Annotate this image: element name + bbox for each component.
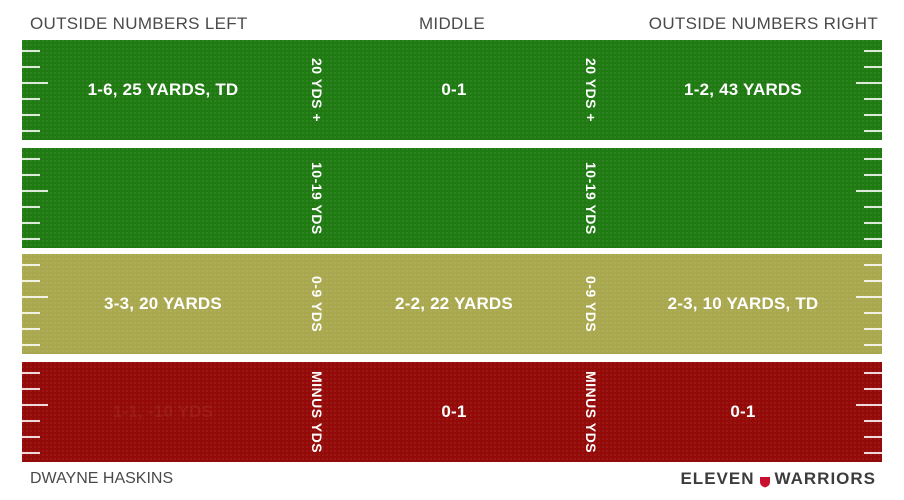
zone-label-right: 20 YDS + [578,40,604,140]
hash-mark [864,436,882,438]
hash-mark [22,264,40,266]
zone-label-right: 10-19 YDS [578,148,604,248]
hash-mark [22,66,40,68]
hash-mark [22,190,48,192]
brand-logo: ELEVEN WARRIORS [680,469,876,489]
header-outside-right: OUTSIDE NUMBERS RIGHT [648,14,878,33]
hash-mark [864,280,882,282]
hash-mark [22,114,40,116]
hash-mark [864,158,882,160]
zone-cell-right: 0-1 [730,402,756,421]
zone-row: 1-1, -10 YDS 0-1 0-1 MINUS YDS MINUS YDS [22,362,882,462]
hash-mark [22,420,40,422]
zone-cell-middle: 0-1 [441,80,467,99]
zone-cell-middle: 0-1 [441,402,467,421]
zone-cell-left [22,148,304,248]
zone-cell-left: 1-1, -10 YDS [112,402,214,421]
zone-cell-middle: 2-2, 22 YARDS [395,294,513,313]
zone-label-text: MINUS YDS [583,370,599,454]
hash-mark [22,130,40,132]
hash-mark [22,312,40,314]
hash-mark [864,238,882,240]
zone-cell-middle [330,148,578,248]
hash-mark [856,296,882,298]
hash-mark [22,344,40,346]
hash-mark [22,452,40,454]
zone-cell-left: 1-6, 25 YARDS, TD [87,80,239,99]
zone-cell-right [604,148,882,248]
hash-mark [864,98,882,100]
zone-row: 10-19 YDS 10-19 YDS [22,148,882,248]
zone-label-left: 10-19 YDS [304,148,330,248]
hash-mark [22,372,40,374]
hash-mark [864,344,882,346]
header-middle: MIDDLE [418,14,486,33]
hash-mark [864,372,882,374]
zone-label-text: 0-9 YDS [309,275,325,333]
hash-mark [864,264,882,266]
hash-mark [22,174,40,176]
zone-label-text: 20 YDS + [583,57,599,123]
hash-mark [864,222,882,224]
hash-mark [22,436,40,438]
hash-mark [22,388,40,390]
hash-mark [22,296,48,298]
hash-mark [864,174,882,176]
zone-label-right: 0-9 YDS [578,254,604,354]
shield-icon [759,473,771,488]
hash-mark [864,114,882,116]
hash-mark [22,158,40,160]
hash-mark [22,50,40,52]
zone-label-left: MINUS YDS [304,362,330,462]
hash-mark [22,82,48,84]
hash-mark [22,404,48,406]
hash-mark [22,98,40,100]
zone-cell-right: 1-2, 43 YARDS [684,80,802,99]
hash-mark [856,404,882,406]
zone-row: 3-3, 20 YARDS 2-2, 22 YARDS 2-3, 10 YARDS,… [22,254,882,354]
zone-label-text: 10-19 YDS [309,161,325,235]
hash-mark [864,452,882,454]
zone-label-left: 0-9 YDS [304,254,330,354]
zone-label-text: 20 YDS + [309,57,325,123]
brand-warriors: WARRIORS [774,469,876,488]
hash-mark [856,82,882,84]
hash-mark [864,66,882,68]
brand-eleven: ELEVEN [680,469,755,488]
field-chart: 1-6, 25 YARDS, TD 0-1 1-2, 43 YARDS 20 YDS … [22,40,882,462]
zone-label-left: 20 YDS + [304,40,330,140]
hash-mark [864,312,882,314]
hash-mark [864,328,882,330]
zone-cell-right: 2-3, 10 YARDS, TD [667,294,819,313]
hash-mark [864,206,882,208]
zone-label-text: 10-19 YDS [583,161,599,235]
zone-cell-left: 3-3, 20 YARDS [104,294,222,313]
hash-mark [856,190,882,192]
zone-row: 1-6, 25 YARDS, TD 0-1 1-2, 43 YARDS 20 YDS … [22,40,882,140]
hash-mark [22,206,40,208]
hash-mark [864,420,882,422]
hash-mark [22,328,40,330]
player-name: DWAYNE HASKINS [30,470,174,487]
header-outside-left: OUTSIDE NUMBERS LEFT [30,14,248,33]
hash-mark [864,50,882,52]
hash-mark [22,280,40,282]
hash-mark [864,130,882,132]
hash-mark [22,222,40,224]
zone-label-text: 0-9 YDS [583,275,599,333]
hash-mark [22,238,40,240]
zone-label-right: MINUS YDS [578,362,604,462]
hash-mark [864,388,882,390]
zone-label-text: MINUS YDS [309,370,325,454]
